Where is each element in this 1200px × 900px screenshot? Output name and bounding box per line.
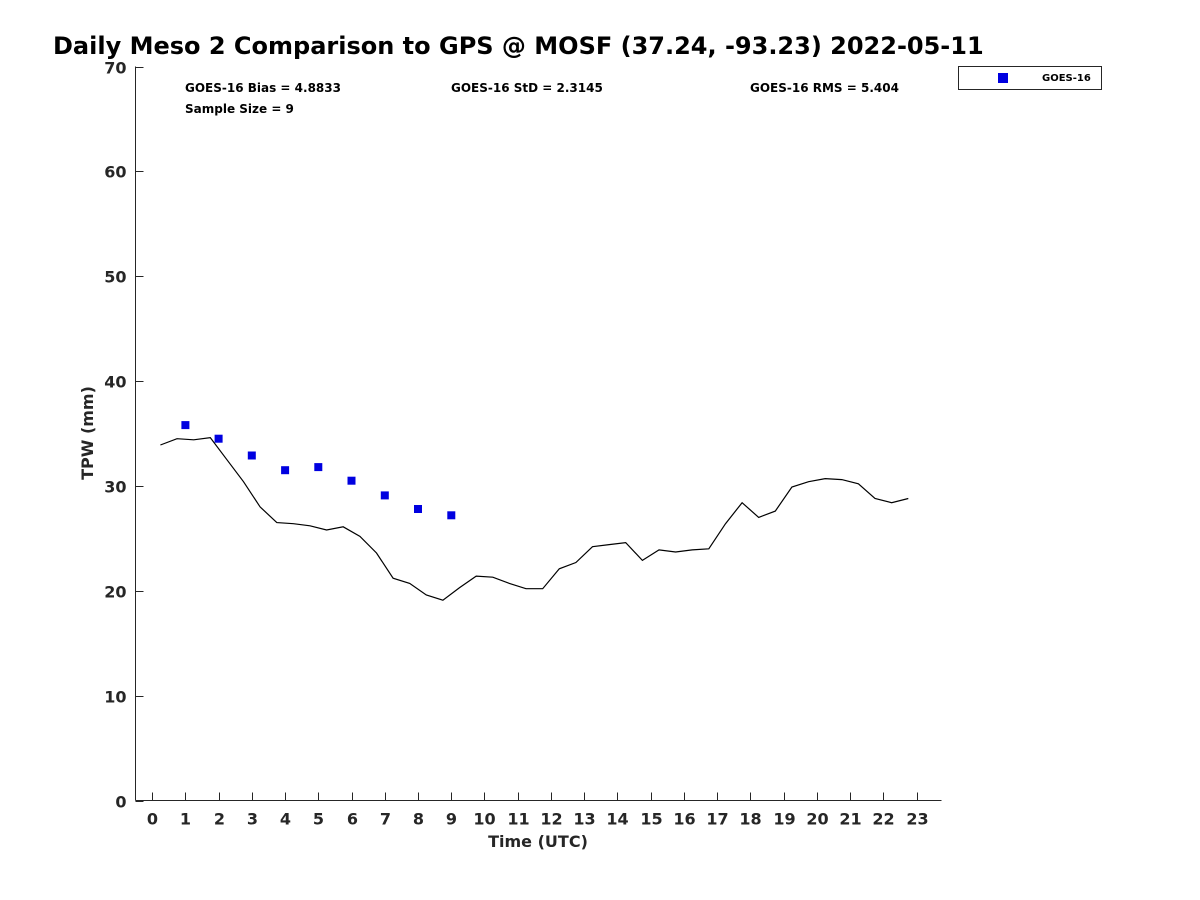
x-tick-label-17: 17 xyxy=(706,810,728,829)
legend-label-goes16: GOES-16 xyxy=(1042,73,1091,84)
point-goes-16-2 xyxy=(247,451,256,460)
y-tick-label-30: 30 xyxy=(104,478,126,497)
x-tick-label-15: 15 xyxy=(640,810,662,829)
y-tick-label-40: 40 xyxy=(104,373,126,392)
x-tick-label-1: 1 xyxy=(180,810,191,829)
y-ticks: 0 10 20 30 40 50 60 70 xyxy=(104,59,144,812)
stat-bias: GOES-16 Bias = 4.8833 xyxy=(185,81,341,95)
x-ticks: 0 1 2 3 4 5 6 7 8 9 10 11 12 13 14 15 16 17 18 19 20 21 22 23 xyxy=(147,792,929,829)
x-tick-label-4: 4 xyxy=(280,810,291,829)
legend: GOES-16 xyxy=(958,66,1102,90)
stat-rms: GOES-16 RMS = 5.404 xyxy=(750,81,899,95)
point-goes-16-5 xyxy=(347,476,356,485)
x-tick-label-8: 8 xyxy=(413,810,424,829)
y-tick-label-0: 0 xyxy=(115,793,126,812)
point-goes-16-4 xyxy=(314,463,323,472)
point-goes-16-0 xyxy=(181,421,190,430)
x-tick-label-6: 6 xyxy=(347,810,358,829)
point-goes-16-6 xyxy=(380,491,389,500)
x-tick-label-16: 16 xyxy=(673,810,695,829)
legend-box xyxy=(958,66,1102,90)
series-line-gps xyxy=(160,437,909,601)
x-tick-label-19: 19 xyxy=(773,810,795,829)
x-tick-label-0: 0 xyxy=(147,810,158,829)
point-goes-16-3 xyxy=(281,466,290,475)
y-tick-label-10: 10 xyxy=(104,688,126,707)
y-tick-label-70: 70 xyxy=(104,59,126,78)
x-tick-label-5: 5 xyxy=(313,810,324,829)
chart-title: Daily Meso 2 Comparison to GPS @ MOSF (3… xyxy=(53,32,984,60)
x-tick-label-11: 11 xyxy=(507,810,529,829)
point-goes-16-1 xyxy=(214,434,223,443)
x-tick-label-12: 12 xyxy=(540,810,562,829)
y-tick-label-20: 20 xyxy=(104,583,126,602)
x-tick-label-21: 21 xyxy=(839,810,861,829)
x-tick-label-10: 10 xyxy=(473,810,495,829)
x-tick-label-14: 14 xyxy=(606,810,628,829)
x-axis-label: Time (UTC) xyxy=(488,832,588,851)
x-tick-label-2: 2 xyxy=(214,810,225,829)
y-tick-label-60: 60 xyxy=(104,163,126,182)
x-tick-label-22: 22 xyxy=(872,810,894,829)
series-layer xyxy=(160,421,909,601)
x-tick-label-7: 7 xyxy=(380,810,391,829)
x-tick-label-3: 3 xyxy=(247,810,258,829)
point-goes-16-7 xyxy=(414,505,422,513)
x-tick-label-23: 23 xyxy=(906,810,928,829)
point-goes-16-8 xyxy=(447,511,456,520)
stat-sample-size: Sample Size = 9 xyxy=(185,102,294,116)
y-axis-label: TPW (mm) xyxy=(78,386,97,480)
x-tick-label-9: 9 xyxy=(446,810,457,829)
y-tick-label-50: 50 xyxy=(104,268,126,287)
x-tick-label-18: 18 xyxy=(739,810,761,829)
stat-std: GOES-16 StD = 2.3145 xyxy=(451,81,603,95)
x-tick-label-20: 20 xyxy=(806,810,828,829)
x-tick-label-13: 13 xyxy=(573,810,595,829)
legend-marker-goes16 xyxy=(998,73,1008,83)
